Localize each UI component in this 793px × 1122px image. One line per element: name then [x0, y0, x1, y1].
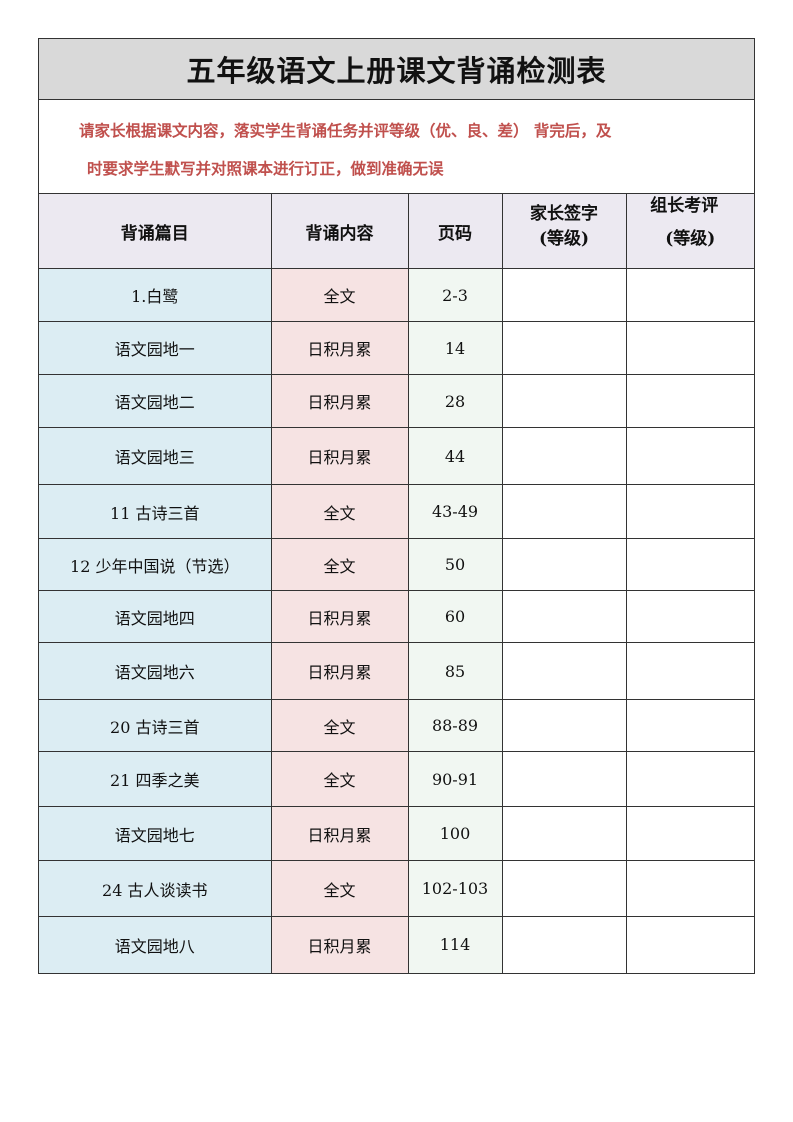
row-page: 90-91	[407, 751, 503, 807]
row-page: 28	[407, 374, 503, 428]
table-row: 24 古人谈读书 全文 102-103	[39, 860, 754, 917]
parent-signature-cell[interactable]	[501, 699, 627, 752]
leader-evaluation-cell[interactable]	[625, 484, 754, 539]
leader-evaluation-cell[interactable]	[625, 590, 754, 643]
row-page: 2-3	[407, 268, 503, 322]
row-content: 全文	[270, 268, 409, 322]
row-content: 全文	[270, 484, 409, 539]
recitation-sheet: 五年级语文上册课文背诵检测表 请家长根据课文内容，落实学生背诵任务并评等级（优、…	[38, 38, 755, 974]
parent-signature-cell[interactable]	[501, 860, 627, 917]
row-title: 语文园地六	[39, 642, 272, 700]
row-content: 全文	[270, 751, 409, 807]
recitation-table: 背诵篇目 背诵内容 页码 家长签字 (等级) 组长考评 (等级) 1.白鹭 全文 2-3…	[39, 194, 754, 973]
leader-evaluation-cell[interactable]	[625, 916, 754, 973]
parent-signature-cell[interactable]	[501, 427, 627, 485]
parent-signature-cell[interactable]	[501, 321, 627, 375]
row-content: 日积月累	[270, 427, 409, 485]
row-title: 语文园地一	[39, 321, 272, 375]
row-content: 全文	[270, 538, 409, 591]
parent-signature-cell[interactable]	[501, 751, 627, 807]
parent-signature-cell[interactable]	[501, 642, 627, 700]
row-page: 102-103	[407, 860, 503, 917]
row-content: 日积月累	[270, 374, 409, 428]
table-row: 语文园地四 日积月累 60	[39, 590, 754, 643]
row-page: 100	[407, 806, 503, 861]
parent-signature-cell[interactable]	[501, 590, 627, 643]
leader-evaluation-cell[interactable]	[625, 268, 754, 322]
row-title: 语文园地四	[39, 590, 272, 643]
header-content: 背诵内容	[270, 194, 409, 269]
table-row: 12 少年中国说（节选） 全文 50	[39, 538, 754, 591]
row-content: 日积月累	[270, 806, 409, 861]
row-title: 语文园地二	[39, 374, 272, 428]
note-line: 请家长根据课文内容，落实学生背诵任务并评等级（优、良、差） 背完后，及	[79, 121, 612, 140]
row-content: 全文	[270, 860, 409, 917]
row-page: 14	[407, 321, 503, 375]
parent-signature-cell[interactable]	[501, 806, 627, 861]
row-content: 日积月累	[270, 321, 409, 375]
table-header-row: 背诵篇目 背诵内容 页码 家长签字 (等级) 组长考评 (等级)	[39, 194, 754, 269]
row-title: 语文园地七	[39, 806, 272, 861]
table-row: 语文园地七 日积月累 100	[39, 806, 754, 861]
row-title: 1.白鹭	[39, 268, 272, 322]
table-row: 语文园地一 日积月累 14	[39, 321, 754, 375]
table-row: 21 四季之美 全文 90-91	[39, 751, 754, 807]
parent-signature-cell[interactable]	[501, 268, 627, 322]
parent-signature-cell[interactable]	[501, 916, 627, 973]
row-content: 日积月累	[270, 642, 409, 700]
leader-evaluation-cell[interactable]	[625, 427, 754, 485]
header-page: 页码	[407, 194, 503, 269]
row-title: 20 古诗三首	[39, 699, 272, 752]
note-line: 时要求学生默写并对照课本进行订正，做到准确无误	[87, 159, 444, 178]
row-page: 50	[407, 538, 503, 591]
parent-signature-cell[interactable]	[501, 538, 627, 591]
leader-evaluation-cell[interactable]	[625, 860, 754, 917]
row-page: 88-89	[407, 699, 503, 752]
row-content: 日积月累	[270, 590, 409, 643]
row-page: 85	[407, 642, 503, 700]
leader-evaluation-cell[interactable]	[625, 374, 754, 428]
row-title: 24 古人谈读书	[39, 860, 272, 917]
header-parent-signature: 家长签字 (等级)	[501, 194, 627, 269]
page-title: 五年级语文上册课文背诵检测表	[39, 39, 754, 100]
leader-evaluation-cell[interactable]	[625, 806, 754, 861]
row-title: 11 古诗三首	[39, 484, 272, 539]
table-row: 1.白鹭 全文 2-3	[39, 268, 754, 322]
row-title: 语文园地八	[39, 916, 272, 973]
row-content: 全文	[270, 699, 409, 752]
leader-evaluation-cell[interactable]	[625, 321, 754, 375]
row-title: 21 四季之美	[39, 751, 272, 807]
header-leader-evaluation: 组长考评 (等级)	[625, 194, 754, 269]
row-title: 12 少年中国说（节选）	[39, 538, 272, 591]
table-row: 语文园地三 日积月累 44	[39, 427, 754, 485]
table-row: 语文园地六 日积月累 85	[39, 642, 754, 700]
instruction-note: 请家长根据课文内容，落实学生背诵任务并评等级（优、良、差） 背完后，及 时要求学…	[39, 100, 754, 194]
leader-evaluation-cell[interactable]	[625, 751, 754, 807]
parent-signature-cell[interactable]	[501, 374, 627, 428]
table-row: 20 古诗三首 全文 88-89	[39, 699, 754, 752]
row-page: 43-49	[407, 484, 503, 539]
table-row: 语文园地八 日积月累 114	[39, 916, 754, 973]
row-page: 60	[407, 590, 503, 643]
leader-evaluation-cell[interactable]	[625, 538, 754, 591]
row-page: 114	[407, 916, 503, 973]
row-page: 44	[407, 427, 503, 485]
parent-signature-cell[interactable]	[501, 484, 627, 539]
table-row: 11 古诗三首 全文 43-49	[39, 484, 754, 539]
row-title: 语文园地三	[39, 427, 272, 485]
row-content: 日积月累	[270, 916, 409, 973]
table-row: 语文园地二 日积月累 28	[39, 374, 754, 428]
header-title: 背诵篇目	[39, 194, 272, 269]
leader-evaluation-cell[interactable]	[625, 699, 754, 752]
leader-evaluation-cell[interactable]	[625, 642, 754, 700]
